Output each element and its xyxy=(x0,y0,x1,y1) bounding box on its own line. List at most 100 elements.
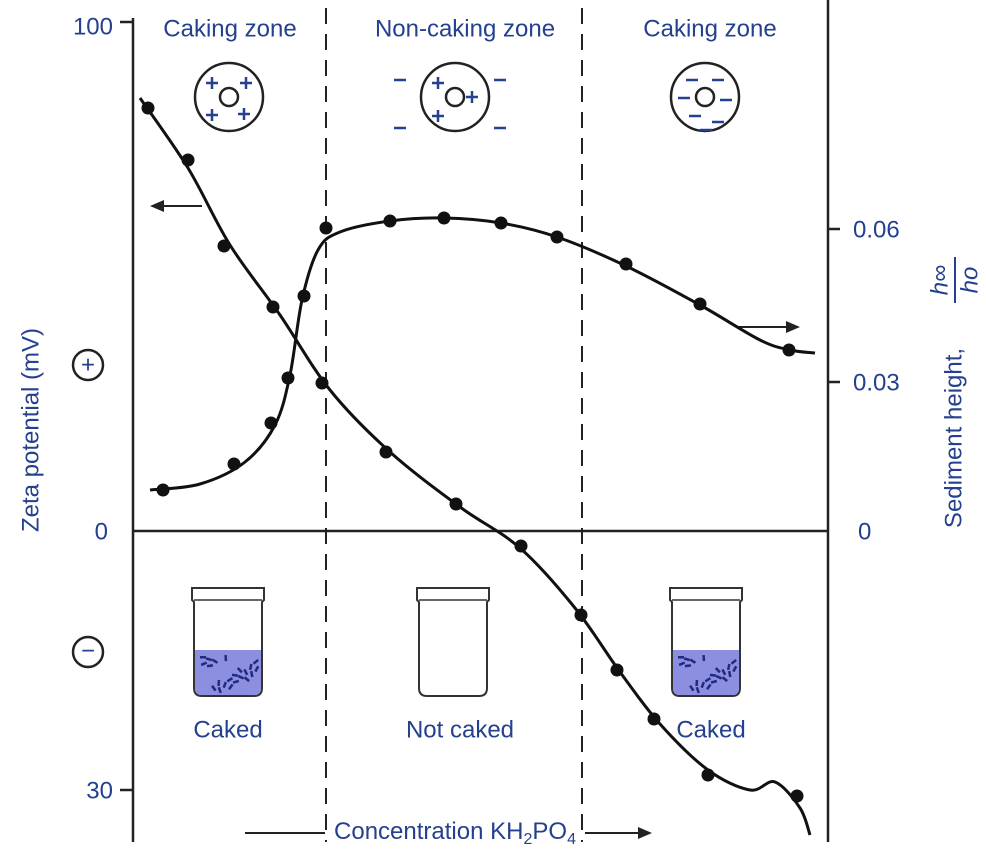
particle-fleck xyxy=(224,654,228,662)
sign: + xyxy=(81,351,95,378)
zone-title: Caking zone xyxy=(643,15,776,42)
zone-title: Non-caking zone xyxy=(375,15,555,42)
zeta-point xyxy=(701,768,715,782)
particle-fleck xyxy=(678,661,686,667)
zone-state: Caked xyxy=(676,716,745,743)
subscript: 2 xyxy=(523,831,532,848)
particle-fleck xyxy=(683,657,691,662)
particle-fleck xyxy=(714,667,721,674)
particle-fleck xyxy=(243,676,250,683)
zeta-point xyxy=(217,239,231,253)
particle-fleck xyxy=(695,686,700,694)
particle-fleck xyxy=(236,667,243,674)
particle-fleck xyxy=(726,663,731,671)
zeta-point xyxy=(141,101,155,115)
tick-label: 0 xyxy=(858,518,871,545)
x-axis-title: Concentration KH2PO4 xyxy=(334,818,576,848)
axis-title: Sediment height, xyxy=(940,348,967,528)
title-part: Concentration KH xyxy=(334,818,523,845)
sediment-point xyxy=(782,343,796,357)
zone-state: Caked xyxy=(193,716,262,743)
tick-label: 0.06 xyxy=(853,216,900,243)
beaker xyxy=(416,587,490,697)
particle-fleck xyxy=(222,681,227,689)
sediment-point xyxy=(264,416,278,430)
zone-state: Not caked xyxy=(406,716,514,743)
particle-fleck xyxy=(702,654,706,662)
zeta-point xyxy=(574,608,588,622)
particle-fleck xyxy=(709,673,717,677)
zeta-point xyxy=(610,663,624,677)
particle-core xyxy=(218,86,240,108)
particle-fleck xyxy=(211,684,217,692)
sediment-point xyxy=(297,289,311,303)
particle-fleck xyxy=(721,676,728,683)
fraction-denominator: ho xyxy=(956,267,983,294)
particle-fleck xyxy=(254,665,260,673)
tick-label: 30 xyxy=(86,777,113,804)
zeta-point xyxy=(449,497,463,511)
sediment-curve xyxy=(149,216,816,492)
left-axis-title: Zeta potential (mV) xyxy=(17,328,44,532)
particle-fleck xyxy=(211,658,219,664)
particle-fleck xyxy=(710,679,718,684)
particle-fleck xyxy=(243,668,249,676)
sign: − xyxy=(81,637,95,664)
particle-fleck xyxy=(237,674,245,680)
particle-fleck xyxy=(689,658,697,664)
particle-fleck xyxy=(721,668,727,676)
sediment-point xyxy=(437,211,451,225)
particle-fleck xyxy=(217,679,221,687)
tick-label: 0.03 xyxy=(853,369,900,396)
particle-fleck xyxy=(226,677,234,683)
tick-label: 0 xyxy=(95,518,108,545)
particle-core xyxy=(444,86,466,108)
particle-fleck xyxy=(727,670,732,678)
drawing-layer xyxy=(138,61,816,836)
zeta-point xyxy=(647,712,661,726)
particle-fleck xyxy=(730,658,737,665)
sediment-point xyxy=(319,221,333,235)
particle-fleck xyxy=(252,658,259,665)
zeta-point xyxy=(315,376,329,390)
particle-fleck xyxy=(217,686,222,694)
particle-fleck xyxy=(232,679,240,684)
particle-fleck xyxy=(206,664,214,668)
particle-fleck xyxy=(700,681,705,689)
zeta-point xyxy=(181,153,195,167)
zeta-point xyxy=(514,539,528,553)
particle-fleck xyxy=(684,664,692,668)
sediment-point xyxy=(619,257,633,271)
arrow-head xyxy=(638,827,652,839)
particle-fleck xyxy=(689,684,695,692)
particle-fleck xyxy=(678,656,684,659)
sediment-point xyxy=(227,457,241,471)
sediment xyxy=(673,650,739,695)
sediment-point xyxy=(383,214,397,228)
sediment-point xyxy=(494,216,508,230)
zeta-point xyxy=(790,789,804,803)
sign-circle xyxy=(71,635,105,669)
subscript: 4 xyxy=(567,831,576,848)
particle-fleck xyxy=(715,674,723,680)
fraction-numerator: h∞ xyxy=(926,265,953,295)
particle-fleck xyxy=(228,683,234,691)
zeta-point xyxy=(379,445,393,459)
sediment-point xyxy=(281,371,295,385)
title-part: PO xyxy=(532,818,567,845)
sign-circle xyxy=(71,348,105,382)
sediment-point xyxy=(550,230,564,244)
arrow-head xyxy=(786,321,800,333)
tick-label: 100 xyxy=(73,13,113,40)
particle-fleck xyxy=(200,661,208,667)
particle-fleck xyxy=(231,673,239,677)
particle-fleck xyxy=(249,670,254,678)
sediment-point xyxy=(156,483,170,497)
particle-fleck xyxy=(205,657,213,662)
zone-title: Caking zone xyxy=(163,15,296,42)
zeta-point xyxy=(266,300,280,314)
particle-fleck xyxy=(248,663,253,671)
particle-fleck xyxy=(704,677,712,683)
